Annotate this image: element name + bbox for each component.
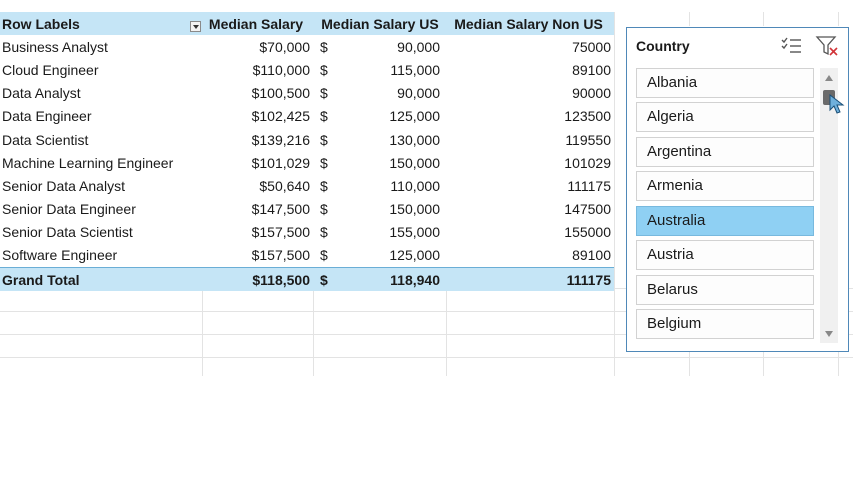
slicer-item[interactable]: Austria [636, 240, 814, 270]
slicer-item[interactable]: Belarus [636, 275, 814, 305]
slicer-item[interactable]: Belgium [636, 309, 814, 339]
slicer-title: Country [636, 38, 690, 54]
row-label: Data Scientist [2, 131, 89, 148]
grid-line [689, 12, 690, 26]
median-salary-cell: $110,000 [252, 61, 310, 78]
grid-line [0, 311, 853, 312]
median-salary-cell: $157,500 [251, 247, 310, 264]
row-label: Business Analyst [2, 38, 108, 55]
median-salary-non-us-cell: 155000 [564, 224, 611, 241]
grid-line [202, 288, 203, 376]
median-salary-non-us-cell: 89100 [572, 247, 611, 264]
median-salary-cell: $147,500 [251, 201, 310, 218]
grid-line [614, 12, 615, 288]
table-row[interactable]: Business Analyst $70,000 $90,000 75000 [0, 35, 614, 58]
mouse-cursor-icon [829, 94, 845, 114]
median-salary-cell: $50,640 [259, 177, 310, 194]
median-salary-cell: $70,000 [259, 38, 310, 55]
header-label: Row Labels [2, 15, 80, 32]
pivot-table[interactable]: Row Labels Median Salary Median Salary U… [0, 12, 614, 292]
header-median-salary-us[interactable]: Median Salary US [321, 15, 439, 32]
table-row[interactable]: Machine Learning Engineer $101,029 $150,… [0, 151, 614, 174]
grand-total-row[interactable]: Grand Total $118,500 $118,940 111175 [0, 267, 614, 292]
header-median-salary[interactable]: Median Salary [208, 15, 304, 32]
median-salary-non-us-cell: 147500 [564, 201, 611, 218]
country-slicer[interactable]: Country Albania Algeria Argentina Armeni… [626, 27, 849, 352]
filter-dropdown-icon[interactable] [190, 20, 201, 32]
median-salary-non-us-cell: 89100 [572, 61, 611, 78]
median-salary-us-cell: $155,000 [320, 224, 440, 241]
median-salary-us-cell: $90,000 [320, 85, 440, 102]
row-label: Cloud Engineer [2, 61, 99, 78]
median-salary-non-us-cell: 111175 [567, 177, 611, 194]
row-label: Machine Learning Engineer [2, 154, 174, 171]
slicer-item[interactable]: Argentina [636, 137, 814, 167]
table-row[interactable]: Data Scientist $139,216 $130,000 119550 [0, 128, 614, 151]
median-salary-non-us-cell: 75000 [572, 38, 611, 55]
table-row[interactable]: Senior Data Scientist $157,500 $155,000 … [0, 221, 614, 244]
pivot-header-row: Row Labels Median Salary Median Salary U… [0, 12, 614, 36]
table-row[interactable]: Data Analyst $100,500 $90,000 90000 [0, 82, 614, 105]
row-label: Data Engineer [2, 108, 92, 125]
median-salary-cell: $100,500 [251, 85, 310, 102]
table-row[interactable]: Cloud Engineer $110,000 $115,000 89100 [0, 58, 614, 81]
row-label: Software Engineer [2, 247, 118, 264]
clear-filter-icon[interactable] [815, 35, 839, 57]
grand-total-median-salary-us: $118,940 [320, 271, 440, 288]
median-salary-non-us-cell: 101029 [564, 154, 611, 171]
median-salary-us-cell: $125,000 [320, 247, 440, 264]
row-label: Senior Data Scientist [2, 224, 133, 241]
median-salary-non-us-cell: 119550 [565, 131, 611, 148]
grand-total-median-salary-non-us: 111175 [566, 271, 611, 288]
median-salary-us-cell: $125,000 [320, 108, 440, 125]
median-salary-us-cell: $150,000 [320, 201, 440, 218]
table-row[interactable]: Data Engineer $102,425 $125,000 123500 [0, 105, 614, 128]
median-salary-non-us-cell: 123500 [564, 108, 611, 125]
row-label: Data Analyst [2, 85, 81, 102]
row-label: Senior Data Engineer [2, 201, 136, 218]
grid-line [313, 288, 314, 376]
median-salary-us-cell: $130,000 [320, 131, 440, 148]
scroll-up-icon[interactable] [825, 75, 833, 81]
median-salary-us-cell: $150,000 [320, 154, 440, 171]
median-salary-non-us-cell: 90000 [572, 85, 611, 102]
scroll-down-icon[interactable] [825, 331, 833, 337]
row-label: Senior Data Analyst [2, 177, 125, 194]
table-row[interactable]: Senior Data Engineer $147,500 $150,000 1… [0, 198, 614, 221]
grand-total-median-salary: $118,500 [252, 271, 310, 288]
median-salary-us-cell: $110,000 [320, 177, 440, 194]
median-salary-cell: $139,216 [251, 131, 310, 148]
slicer-item[interactable]: Albania [636, 68, 814, 98]
grid-line [0, 334, 853, 335]
header-row-labels[interactable]: Row Labels [0, 16, 202, 32]
table-row[interactable]: Senior Data Analyst $50,640 $110,000 111… [0, 174, 614, 197]
header-median-salary-non-us[interactable]: Median Salary Non US [454, 15, 603, 32]
grand-total-label: Grand Total [2, 271, 80, 288]
grid-line [446, 288, 447, 376]
grid-line [838, 12, 839, 26]
grid-line [0, 357, 853, 358]
multi-select-icon[interactable] [781, 36, 803, 56]
table-row[interactable]: Software Engineer $157,500 $125,000 8910… [0, 244, 614, 267]
slicer-item[interactable]: Armenia [636, 171, 814, 201]
grid-line [614, 288, 615, 376]
slicer-item-selected[interactable]: Australia [636, 206, 814, 236]
grid-line [763, 12, 764, 26]
slicer-item[interactable]: Algeria [636, 102, 814, 132]
median-salary-cell: $101,029 [251, 154, 310, 171]
median-salary-us-cell: $90,000 [320, 38, 440, 55]
median-salary-us-cell: $115,000 [320, 61, 440, 78]
median-salary-cell: $157,500 [251, 224, 310, 241]
median-salary-cell: $102,425 [251, 108, 310, 125]
